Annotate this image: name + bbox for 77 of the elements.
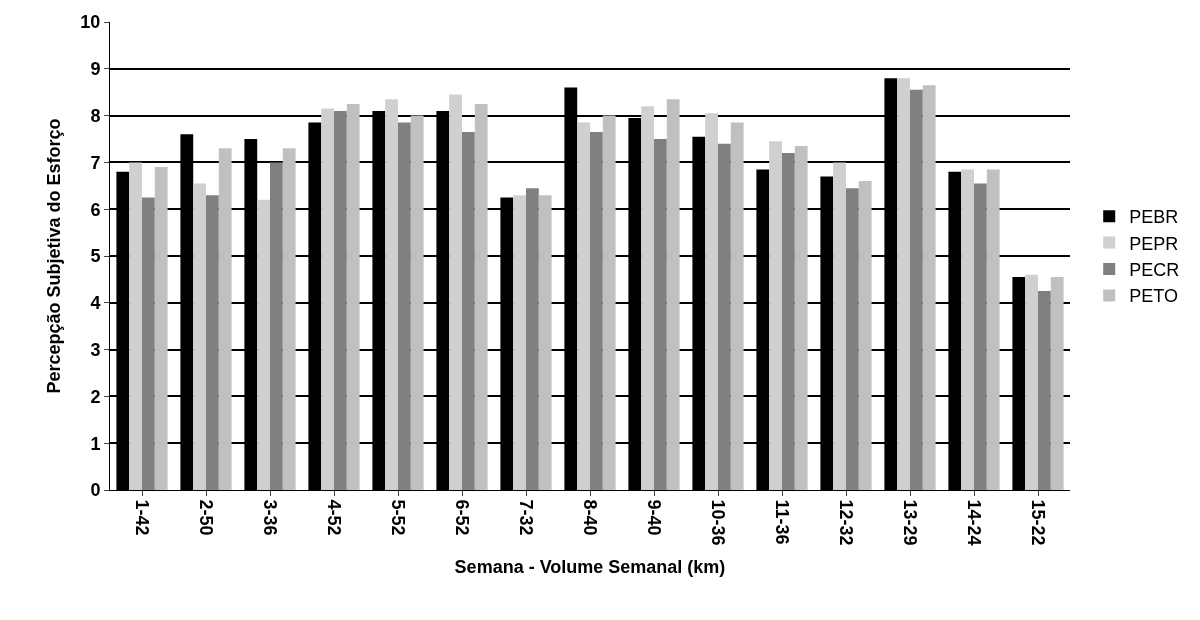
- legend-label: PECR: [1129, 260, 1180, 281]
- bar: [1050, 277, 1064, 490]
- bar: [782, 153, 795, 490]
- bar: [897, 78, 910, 490]
- y-tick-label: 10: [80, 12, 101, 33]
- bar: [474, 103, 488, 490]
- x-tick-label: 6-52: [452, 499, 473, 536]
- bar: [526, 188, 539, 490]
- y-tick-label: 3: [90, 339, 101, 360]
- x-tick-label: 13-29: [900, 499, 921, 546]
- bar: [346, 103, 360, 490]
- bar: [218, 148, 232, 490]
- x-tick-label: 1-42: [132, 499, 153, 536]
- y-axis-title: Percepção Subjetiva do Esforço: [43, 118, 64, 394]
- legend-label: PETO: [1129, 286, 1178, 307]
- bar: [538, 195, 552, 490]
- bar: [730, 122, 744, 490]
- x-tick-label: 14-24: [964, 499, 985, 546]
- y-tick-label: 8: [90, 105, 101, 126]
- bar: [334, 110, 347, 490]
- bar: [961, 169, 974, 490]
- bar: [833, 162, 846, 490]
- bar: [846, 188, 859, 490]
- bar: [321, 108, 334, 490]
- x-tick-label: 2-50: [196, 499, 217, 536]
- legend-label: PEPR: [1129, 233, 1179, 254]
- y-tick-label: 4: [90, 293, 101, 314]
- bar: [654, 139, 667, 490]
- bar: [154, 167, 168, 490]
- bar: [257, 199, 270, 490]
- x-tick-label: 4-52: [324, 499, 345, 536]
- bar: [577, 122, 590, 490]
- y-tick-label: 2: [90, 386, 101, 407]
- x-tick-label: 5-52: [388, 499, 409, 536]
- bar: [602, 115, 616, 490]
- y-tick-label: 6: [90, 199, 101, 220]
- bar: [705, 113, 718, 490]
- bar: [398, 122, 411, 490]
- y-tick-label: 1: [90, 433, 101, 454]
- bar: [410, 115, 424, 490]
- bar: [769, 141, 782, 490]
- y-tick-label: 7: [90, 152, 101, 173]
- bar: [641, 106, 654, 490]
- bar: [385, 99, 398, 490]
- bar: [718, 143, 731, 490]
- bar: [590, 131, 603, 490]
- x-tick-label: 9-40: [644, 499, 665, 536]
- bar: [193, 183, 206, 490]
- y-tick-label: 5: [90, 246, 101, 267]
- bar: [449, 94, 462, 490]
- x-tick-label: 8-40: [580, 499, 601, 536]
- x-tick-label: 15-22: [1028, 499, 1049, 546]
- legend-label: PEBR: [1129, 207, 1179, 228]
- bar: [1025, 274, 1038, 490]
- bar: [206, 195, 219, 490]
- x-tick-label: 12-32: [836, 499, 857, 546]
- x-tick-label: 7-32: [516, 499, 537, 536]
- bar: [142, 197, 155, 490]
- bar: [282, 148, 296, 490]
- bar: [513, 195, 526, 490]
- bar: [910, 89, 923, 490]
- bar: [1038, 291, 1051, 490]
- bar: [922, 85, 936, 490]
- x-tick-label: 3-36: [260, 499, 281, 536]
- bar: [974, 183, 987, 490]
- x-tick-label: 10-36: [708, 499, 729, 546]
- bar: [794, 146, 808, 490]
- y-tick-label: 0: [90, 480, 101, 501]
- y-tick-label: 9: [90, 59, 101, 80]
- bar: [858, 181, 872, 490]
- x-tick-label: 11-36: [772, 499, 793, 545]
- bar: [462, 131, 475, 490]
- bar: [666, 99, 680, 490]
- x-axis-title: Semana - Volume Semanal (km): [454, 556, 726, 577]
- bar: [270, 162, 283, 490]
- bar: [129, 162, 142, 490]
- bar: [986, 169, 1000, 490]
